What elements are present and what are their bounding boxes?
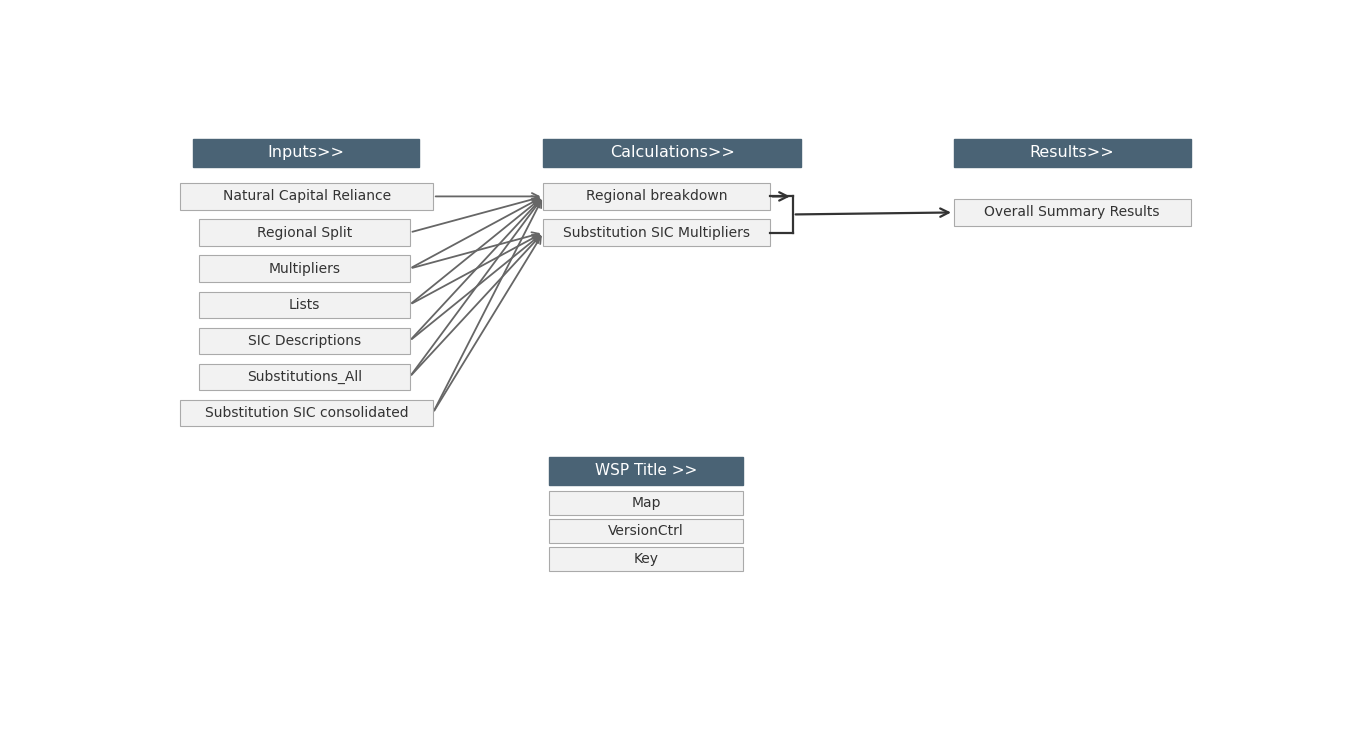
FancyBboxPatch shape (181, 400, 433, 426)
FancyBboxPatch shape (200, 219, 410, 246)
FancyBboxPatch shape (953, 199, 1191, 225)
Text: Inputs>>: Inputs>> (268, 145, 345, 161)
Text: VersionCtrl: VersionCtrl (608, 524, 684, 538)
Text: Substitutions_All: Substitutions_All (247, 370, 363, 384)
FancyBboxPatch shape (200, 292, 410, 318)
FancyBboxPatch shape (543, 219, 770, 246)
Text: Lists: Lists (289, 298, 320, 312)
Text: Regional Split: Regional Split (257, 225, 352, 240)
FancyBboxPatch shape (549, 547, 743, 571)
Text: Multipliers: Multipliers (269, 262, 341, 275)
Text: Map: Map (631, 496, 661, 510)
Text: Natural Capital Reliance: Natural Capital Reliance (223, 190, 391, 203)
Text: Calculations>>: Calculations>> (610, 145, 735, 161)
FancyBboxPatch shape (549, 457, 743, 484)
Text: Substitution SIC consolidated: Substitution SIC consolidated (205, 406, 409, 420)
Text: Results>>: Results>> (1029, 145, 1115, 161)
Text: Overall Summary Results: Overall Summary Results (985, 205, 1160, 219)
FancyBboxPatch shape (953, 139, 1191, 167)
FancyBboxPatch shape (193, 139, 420, 167)
Text: Regional breakdown: Regional breakdown (585, 190, 728, 203)
FancyBboxPatch shape (200, 364, 410, 390)
FancyBboxPatch shape (543, 183, 770, 210)
Text: WSP Title >>: WSP Title >> (595, 464, 697, 478)
Text: SIC Descriptions: SIC Descriptions (249, 334, 361, 347)
FancyBboxPatch shape (200, 327, 410, 354)
Text: Substitution SIC Multipliers: Substitution SIC Multipliers (564, 225, 750, 240)
Text: Key: Key (633, 552, 659, 566)
FancyBboxPatch shape (549, 519, 743, 543)
FancyBboxPatch shape (200, 255, 410, 282)
FancyBboxPatch shape (181, 183, 433, 210)
FancyBboxPatch shape (549, 491, 743, 515)
FancyBboxPatch shape (543, 139, 801, 167)
